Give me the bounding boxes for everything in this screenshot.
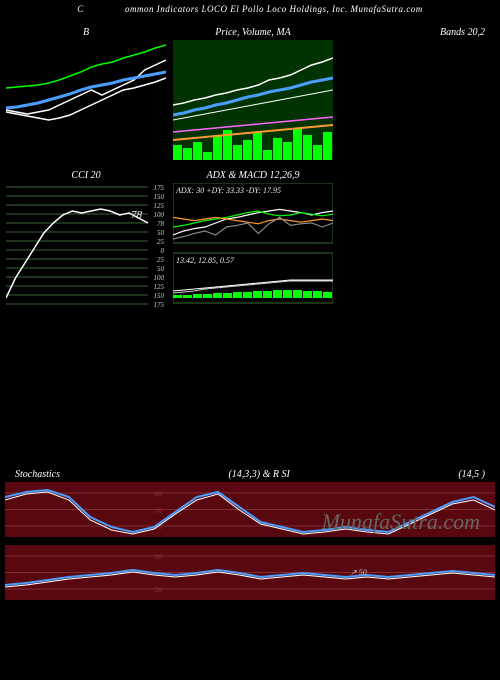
- adx-macd-chart: ADX: 30 +DY: 33.33 -DY: 17.95 13.42, 12.8…: [173, 183, 333, 308]
- svg-text:13.42, 12.85, 0.57: 13.42, 12.85, 0.57: [176, 256, 235, 265]
- svg-text:0: 0: [161, 247, 165, 255]
- svg-text:↗ 50: ↗ 50: [350, 568, 367, 577]
- stoch-label-mid: (14,3,3) & R SI: [228, 469, 289, 480]
- svg-text:80: 80: [155, 490, 163, 498]
- price-ma-chart: [173, 40, 333, 160]
- adx-macd-title: ADX & MACD 12,26,9: [173, 170, 333, 181]
- price-ma-panel: Price, Volume, MA: [172, 26, 334, 161]
- svg-text:78: 78: [157, 220, 165, 228]
- svg-text:50: 50: [157, 229, 165, 237]
- svg-text:20: 20: [155, 586, 163, 594]
- svg-text:78: 78: [131, 209, 143, 221]
- cci-title: CCI 20: [6, 170, 166, 181]
- svg-text:125: 125: [154, 283, 165, 291]
- svg-text:100: 100: [154, 211, 165, 219]
- svg-text:80: 80: [155, 553, 163, 561]
- stoch-label-right: (14,5 ): [458, 469, 485, 480]
- svg-text:175: 175: [154, 184, 165, 192]
- watermark: MunafaSutra.com: [322, 509, 480, 535]
- cci-chart: 1751501251007850250255010012515017578: [6, 183, 166, 308]
- svg-text:25: 25: [157, 256, 165, 264]
- row-1: B Price, Volume, MA Bands 20,2: [0, 26, 500, 161]
- stoch-header: Stochastics (14,3,3) & R SI (14,5 ): [5, 469, 495, 482]
- cci-panel: CCI 20 175150125100785025025501001251501…: [5, 169, 167, 309]
- adx-macd-panel: ADX & MACD 12,26,9 ADX: 30 +DY: 33.33 -D…: [172, 169, 334, 309]
- svg-text:ADX: 30 +DY: 33.33 -DY: 17.95: ADX: 30 +DY: 33.33 -DY: 17.95: [175, 186, 281, 195]
- svg-text:25: 25: [157, 238, 165, 246]
- bands-panel: Bands 20,2: [339, 26, 491, 161]
- svg-text:100: 100: [154, 274, 165, 282]
- header-c: C: [77, 4, 84, 14]
- bollinger-title: B: [6, 27, 166, 38]
- bollinger-chart: [6, 40, 166, 160]
- bands-title: Bands 20,2: [340, 27, 490, 38]
- page-header: C ommon Indicators LOCO El Pollo Loco Ho…: [0, 0, 500, 18]
- stoch-bottom-chart: 805020↗ 50: [5, 545, 495, 600]
- svg-text:125: 125: [154, 202, 165, 210]
- row-2: CCI 20 175150125100785025025501001251501…: [0, 169, 500, 309]
- svg-text:50: 50: [155, 507, 163, 515]
- header-main: ommon Indicators LOCO El Pollo Loco Hold…: [125, 4, 423, 14]
- price-ma-title: Price, Volume, MA: [173, 27, 333, 38]
- stoch-label-left: Stochastics: [15, 469, 60, 480]
- svg-text:175: 175: [154, 301, 165, 308]
- svg-text:150: 150: [154, 193, 165, 201]
- bollinger-panel: B: [5, 26, 167, 161]
- svg-text:150: 150: [154, 292, 165, 300]
- svg-text:50: 50: [157, 265, 165, 273]
